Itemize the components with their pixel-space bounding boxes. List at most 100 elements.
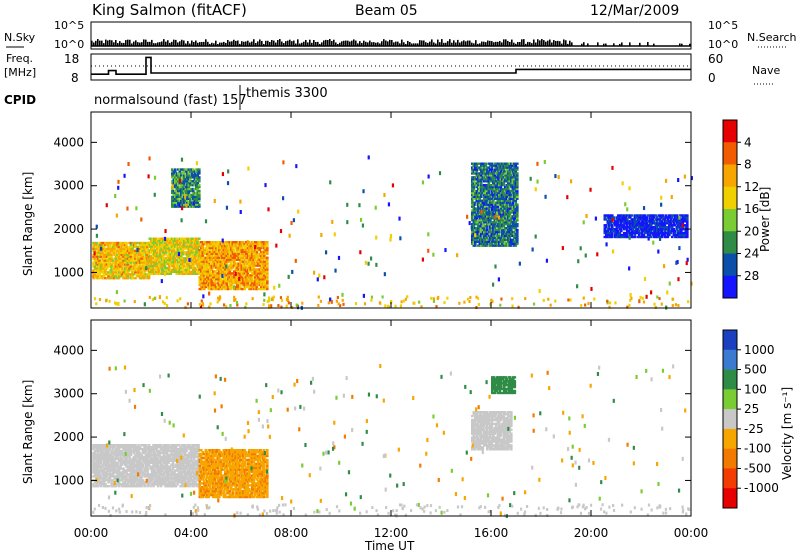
data-cell — [162, 245, 165, 248]
data-cell — [200, 248, 203, 252]
data-cell — [162, 237, 165, 240]
data-cell — [171, 239, 174, 242]
data-cell — [684, 218, 688, 221]
data-cell — [677, 235, 680, 239]
nsky-bar — [371, 42, 373, 46]
data-cell — [129, 263, 133, 266]
data-cell — [484, 180, 488, 183]
data-cell — [471, 185, 474, 189]
data-cell — [480, 236, 483, 240]
data-cell — [471, 230, 474, 234]
data-cell — [495, 242, 498, 245]
nsky-bar — [353, 39, 355, 46]
data-cell — [627, 216, 631, 219]
data-cell — [186, 189, 189, 193]
data-cell — [239, 285, 242, 289]
data-cell — [641, 214, 644, 217]
data-cell — [135, 275, 139, 278]
data-cell — [193, 243, 197, 246]
data-cell — [635, 220, 638, 223]
data-cell — [504, 244, 507, 247]
data-cell — [665, 214, 668, 217]
data-cell — [234, 241, 238, 244]
data-cell — [215, 274, 218, 277]
data-cell — [101, 257, 104, 260]
data-cell — [187, 182, 191, 185]
data-cell — [255, 244, 259, 248]
data-cell — [203, 283, 206, 287]
data-cell — [480, 187, 483, 191]
data-cell — [131, 273, 134, 276]
data-cell — [665, 226, 668, 229]
data-cell — [122, 275, 125, 278]
data-cell — [210, 281, 214, 285]
nsky-bar — [391, 39, 393, 46]
data-cell — [209, 241, 212, 244]
data-cell — [192, 191, 195, 195]
data-cell — [635, 231, 638, 235]
data-cell — [608, 224, 611, 227]
data-cell — [532, 302, 536, 306]
data-cell — [513, 236, 516, 240]
data-cell — [184, 247, 188, 250]
data-cell — [178, 185, 182, 189]
data-cell — [330, 299, 333, 304]
data-cell — [177, 270, 180, 274]
data-cell — [511, 182, 515, 185]
data-cell — [198, 197, 201, 200]
data-cell — [236, 281, 239, 285]
data-cell — [647, 236, 650, 241]
nsky-bar — [107, 40, 109, 46]
data-cell — [221, 262, 224, 265]
data-cell — [654, 227, 658, 231]
data-cell — [186, 255, 189, 258]
data-cell — [475, 183, 479, 187]
data-cell — [233, 248, 236, 252]
data-cell — [160, 259, 164, 262]
data-cell — [181, 245, 185, 248]
data-cell — [471, 187, 474, 191]
data-cell — [111, 251, 115, 254]
data-cell — [195, 255, 198, 258]
data-cell — [608, 233, 611, 237]
data-cell — [636, 231, 640, 235]
data-cell — [505, 215, 509, 218]
data-cell — [645, 231, 649, 235]
data-cell — [195, 237, 198, 240]
data-cell — [134, 245, 137, 249]
data-cell — [245, 272, 248, 275]
data-cell — [180, 187, 183, 191]
data-cell — [135, 273, 139, 276]
data-cell — [275, 243, 278, 248]
data-cell — [501, 199, 504, 202]
data-cell — [477, 215, 480, 218]
data-cell — [654, 233, 658, 237]
data-cell — [98, 265, 101, 268]
data-cell — [513, 215, 516, 218]
data-cell — [198, 258, 202, 261]
data-cell — [174, 199, 177, 202]
data-cell — [134, 261, 137, 264]
data-cell — [216, 242, 220, 246]
data-cell — [176, 299, 179, 303]
data-cell — [198, 256, 202, 259]
colorbar-tick-label: 4 — [744, 135, 752, 149]
data-cell — [587, 302, 590, 306]
data-cell — [472, 242, 476, 245]
nsky-bar — [173, 39, 175, 46]
data-cell — [483, 164, 486, 167]
data-cell — [231, 280, 235, 283]
data-cell — [362, 293, 366, 298]
data-cell — [254, 244, 257, 249]
data-cell — [496, 211, 499, 216]
data-cell — [93, 297, 97, 301]
data-cell — [686, 214, 689, 217]
data-cell — [324, 250, 328, 255]
data-cell — [184, 180, 188, 183]
data-cell — [207, 285, 211, 289]
data-cell — [108, 249, 112, 253]
data-cell — [184, 191, 188, 195]
data-cell — [222, 283, 226, 287]
data-cell — [110, 241, 113, 245]
data-cell — [290, 220, 293, 225]
